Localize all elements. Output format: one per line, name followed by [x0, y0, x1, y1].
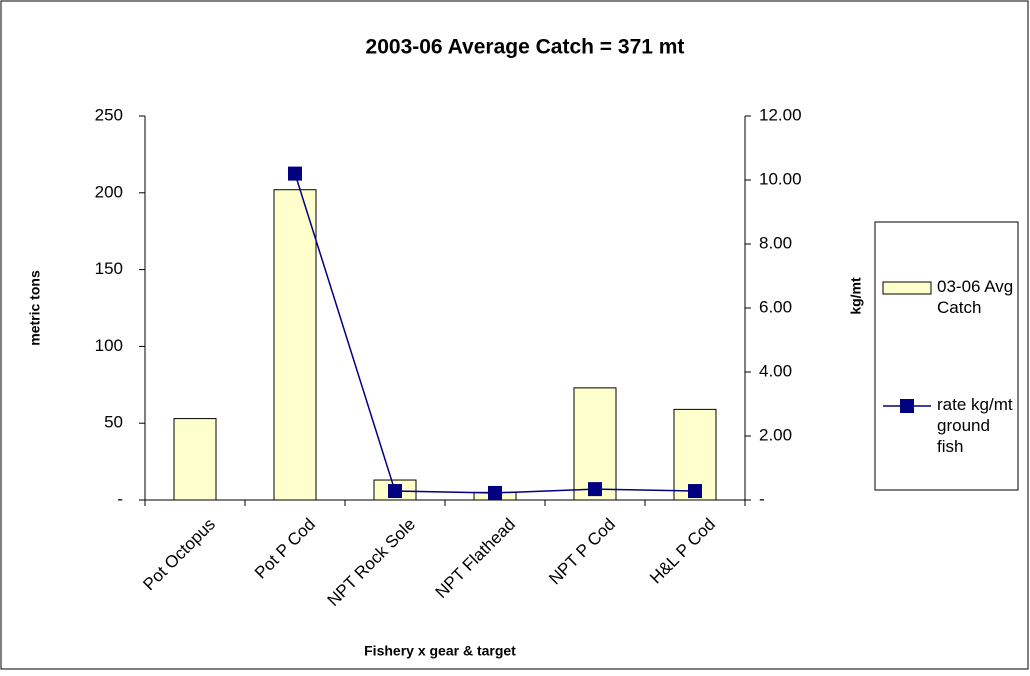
y2-axis-label: kg/mt [848, 277, 864, 315]
y-tick-label: 100 [95, 336, 123, 355]
bar [573, 387, 617, 501]
y2-tick-label: 2.00 [759, 425, 792, 444]
legend-label: 03-06 Avg Catch [937, 277, 1013, 317]
y2-tick-label: 6.00 [759, 297, 792, 316]
bar [273, 189, 317, 501]
bar [173, 418, 217, 501]
line-marker [388, 484, 402, 499]
line-marker [688, 484, 702, 499]
y-tick-label: 250 [95, 105, 123, 124]
line-marker [588, 482, 602, 497]
y2-tick-label: 4.00 [759, 361, 792, 380]
y2-tick-label: 10.00 [759, 169, 802, 188]
y-tick-label: 150 [95, 259, 123, 278]
y2-tick-label: - [759, 489, 765, 508]
legend-box [874, 221, 1019, 491]
y-tick-label: - [117, 489, 123, 508]
y-tick-label: 200 [95, 182, 123, 201]
y2-tick-label: 12.00 [759, 105, 802, 124]
legend-swatch [882, 281, 932, 295]
y-tick-label: 50 [104, 413, 123, 432]
chart-title: 2003-06 Average Catch = 371 mt [366, 36, 685, 59]
y-axis-label: metric tons [27, 270, 43, 346]
x-axis-label: Fishery x gear & target [364, 643, 516, 659]
legend-swatch [900, 399, 914, 413]
legend-label: rate kg/mt ground fish [937, 395, 1013, 456]
y2-tick-label: 8.00 [759, 233, 792, 252]
line-marker [288, 166, 302, 181]
line-marker [488, 485, 502, 500]
